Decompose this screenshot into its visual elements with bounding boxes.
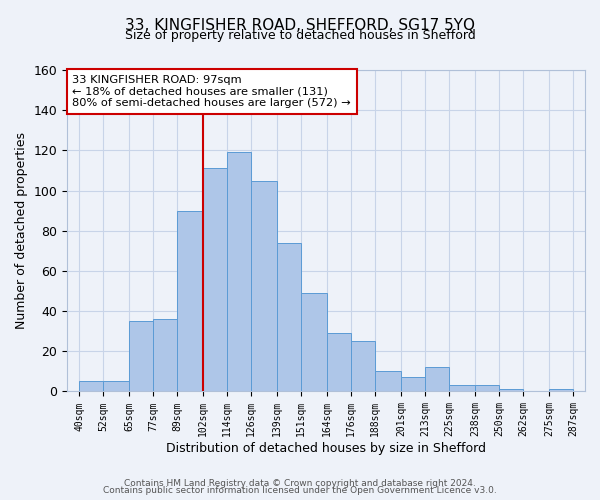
Bar — [129, 321, 153, 392]
Bar — [251, 180, 277, 392]
Bar — [301, 293, 327, 392]
Text: 33 KINGFISHER ROAD: 97sqm
← 18% of detached houses are smaller (131)
80% of semi: 33 KINGFISHER ROAD: 97sqm ← 18% of detac… — [73, 75, 351, 108]
Bar — [227, 152, 251, 392]
Bar — [549, 390, 573, 392]
Bar — [351, 341, 375, 392]
Text: 33, KINGFISHER ROAD, SHEFFORD, SG17 5YQ: 33, KINGFISHER ROAD, SHEFFORD, SG17 5YQ — [125, 18, 475, 32]
Bar — [79, 382, 103, 392]
Text: Contains HM Land Registry data © Crown copyright and database right 2024.: Contains HM Land Registry data © Crown c… — [124, 478, 476, 488]
Bar — [103, 382, 129, 392]
Y-axis label: Number of detached properties: Number of detached properties — [15, 132, 28, 329]
Bar — [327, 333, 351, 392]
Bar — [449, 386, 475, 392]
X-axis label: Distribution of detached houses by size in Shefford: Distribution of detached houses by size … — [166, 442, 486, 455]
Text: Contains public sector information licensed under the Open Government Licence v3: Contains public sector information licen… — [103, 486, 497, 495]
Bar — [475, 386, 499, 392]
Text: Size of property relative to detached houses in Shefford: Size of property relative to detached ho… — [125, 29, 475, 42]
Bar — [177, 210, 203, 392]
Bar — [499, 390, 523, 392]
Bar — [401, 378, 425, 392]
Bar — [203, 168, 227, 392]
Bar — [153, 319, 177, 392]
Bar — [277, 243, 301, 392]
Bar — [425, 368, 449, 392]
Bar — [375, 372, 401, 392]
